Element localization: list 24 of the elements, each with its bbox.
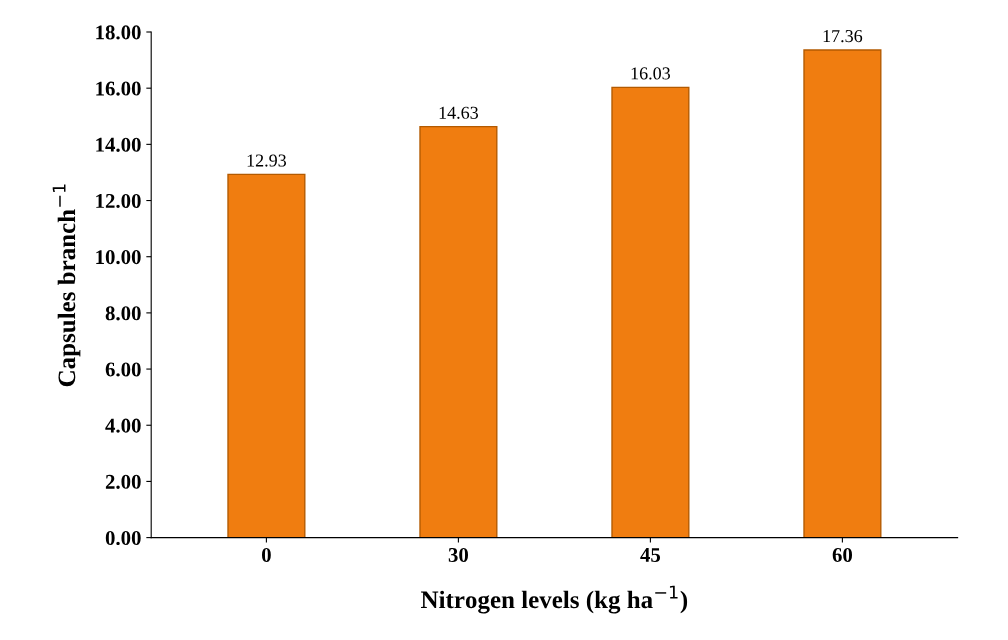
- x-tick-label: 60: [832, 547, 853, 562]
- x-axis-title: Nitrogen levels (kg ha$^{−1}$): [421, 585, 688, 614]
- x-tick-label: 0: [261, 547, 271, 562]
- bar: [803, 49, 882, 538]
- y-tick-label: 18.00: [96, 25, 141, 40]
- y-tick-label: 14.00: [96, 137, 141, 152]
- x-tick-label: 30: [448, 547, 469, 562]
- y-axis-title: Capsules branch$^{−1}$: [52, 184, 81, 387]
- y-tick-label: 2.00: [105, 474, 141, 489]
- data-label: 16.03: [631, 67, 671, 80]
- bar: [227, 173, 306, 538]
- y-tick-label: 16.00: [96, 81, 141, 96]
- y-tick-label: 10.00: [96, 250, 141, 265]
- data-label: 17.36: [823, 30, 863, 43]
- bar: [419, 125, 498, 538]
- bar: [611, 86, 690, 538]
- y-tick-label: 6.00: [105, 362, 141, 377]
- y-tick-label: 12.00: [96, 193, 141, 209]
- y-tick-label: 0.00: [105, 530, 141, 546]
- y-tick-label: 8.00: [105, 306, 141, 321]
- y-tick-label: 4.00: [105, 418, 141, 433]
- data-label: 12.93: [247, 154, 287, 167]
- x-tick-label: 45: [640, 548, 661, 562]
- data-label: 14.63: [439, 106, 479, 119]
